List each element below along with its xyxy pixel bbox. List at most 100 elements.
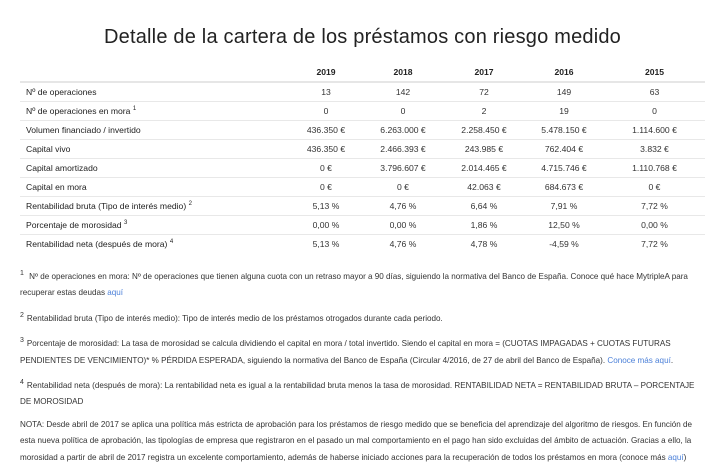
table-cell: 762.404 €: [524, 139, 604, 159]
footnote-ref: 1: [132, 106, 137, 112]
portfolio-table: 2019 2018 2017 2016 2015 Nº de operaciones 13…: [20, 62, 705, 253]
table-cell: 3.832 €: [604, 139, 705, 159]
table-cell: 684.673 €: [524, 177, 604, 197]
row-label-text: Rentabilidad neta (después de mora): [26, 239, 168, 249]
table-cell: 0 €: [362, 177, 444, 197]
table-cell: 5.478.150 €: [524, 120, 604, 140]
table-cell: 4.715.746 €: [524, 158, 604, 178]
row-label: Capital amortizado: [20, 158, 290, 178]
table-cell: 2.466.393 €: [362, 139, 444, 159]
table-cell: 1.110.768 €: [604, 158, 705, 178]
footnotes: 1 Nº de operaciones en mora: Nº de opera…: [20, 266, 705, 472]
year-header: 2017: [444, 62, 524, 83]
row-label-text: Capital en mora: [26, 182, 87, 192]
table-row: Nº de operaciones en mora 1 0 0 2 19 0: [20, 101, 705, 121]
table-cell: 2: [444, 101, 524, 121]
table-cell: 436.350 €: [290, 120, 362, 140]
table-cell: 436.350 €: [290, 139, 362, 159]
footnote-1: 1 Nº de operaciones en mora: Nº de opera…: [20, 266, 705, 302]
table-cell: 0: [290, 101, 362, 121]
note-link[interactable]: aquí: [667, 452, 684, 462]
row-label: Porcentaje de morosidad 3: [20, 215, 290, 235]
table-header-row: 2019 2018 2017 2016 2015: [20, 62, 705, 83]
table-cell: 63: [604, 82, 705, 102]
footnote-ref: 2: [188, 201, 192, 207]
table-cell: 1,86 %: [444, 215, 524, 235]
table-cell: 72: [444, 82, 524, 102]
table-cell: 13: [290, 82, 362, 102]
table-row: Capital amortizado 0 €3.796.607 €2.014.46…: [20, 158, 705, 178]
row-label: Capital en mora: [20, 177, 290, 197]
table-row: Nº de operaciones 13 142 72 149 63: [20, 82, 705, 102]
note: NOTA: Desde abril de 2017 se aplica una …: [20, 417, 705, 466]
row-label-text: Nº de operaciones: [26, 87, 97, 97]
footnote-text-end: .: [670, 355, 674, 365]
page-title: Detalle de la cartera de los préstamos c…: [103, 26, 622, 48]
year-header: 2018: [362, 62, 444, 83]
table-cell: 0,00 %: [604, 215, 705, 235]
table-cell: 0: [362, 101, 444, 121]
table-cell: 3.796.607 €: [362, 158, 444, 178]
footnote-marker: 2: [20, 311, 24, 319]
table-cell: 0,00 %: [362, 215, 444, 235]
table-cell: 4,76 %: [362, 196, 444, 216]
row-label-text: Capital amortizado: [26, 163, 98, 173]
table-row: Porcentaje de morosidad 3 0,00 % 0,00 % 1,8…: [20, 215, 705, 235]
year-header: 2015: [604, 62, 705, 83]
row-label: Nº de operaciones: [20, 82, 290, 102]
footnote-text: Rentabilidad neta (después de mora): La …: [20, 381, 695, 407]
table-row: Volumen financiado / invertido 436.350 €6…: [20, 120, 705, 140]
footnote-marker: 4: [20, 379, 24, 387]
row-label: Rentabilidad neta (después de mora) 4: [20, 235, 290, 254]
footnote-3: 3 Porcentaje de morosidad: La tasa de mor…: [20, 333, 705, 369]
table-cell: 12,50 %: [524, 215, 604, 235]
footnote-4: 4 Rentabilidad neta (después de mora): La…: [20, 375, 705, 411]
table-cell: 2.014.465 €: [444, 158, 524, 178]
row-label: Capital vivo: [20, 139, 290, 159]
footnote-text: Nº de operaciones en mora: Nº de operaci…: [20, 272, 688, 298]
row-label: Nº de operaciones en mora 1: [20, 101, 290, 121]
table-cell: 5,13 %: [312, 239, 340, 249]
row-label-text: Porcentaje de morosidad: [26, 220, 122, 230]
row-label-text: Rentabilidad bruta (Tipo de interés medi…: [26, 201, 187, 211]
footnote-3-link[interactable]: Conoce más aquí: [607, 355, 671, 365]
table-cell: 0: [604, 101, 705, 121]
footnote-marker: 3: [20, 337, 24, 345]
footnote-ref: 3: [123, 220, 128, 226]
table-cell: 142: [362, 82, 444, 102]
footnote-2: 2 Rentabilidad bruta (Tipo de interés med…: [20, 308, 705, 327]
header-empty: [20, 62, 290, 83]
note-text-end: ): [683, 452, 687, 462]
year-header: 2019: [290, 62, 362, 83]
table-cell: 243.985 €: [444, 139, 524, 159]
row-label: Rentabilidad bruta (Tipo de interés medi…: [20, 196, 290, 216]
row-label-text: Volumen financiado / invertido: [26, 125, 141, 135]
year-header: 2016: [524, 62, 604, 83]
table-cell: 5,13 %: [290, 196, 362, 216]
table-row: Capital en mora 0 €0 €42.063 €684.673 €0 …: [20, 177, 705, 197]
table-cell: 0,00 %: [290, 215, 362, 235]
footnote-ref: 4: [169, 239, 174, 245]
table-cell: 42.063 €: [444, 177, 524, 197]
table-cell: 6,64 %: [444, 196, 524, 216]
table-cell: 19: [524, 101, 604, 121]
table-cell: 7,72 %: [604, 196, 705, 216]
row-label-text: Nº de operaciones en mora: [26, 106, 131, 116]
footnote-text: Rentabilidad bruta (Tipo de interés medi…: [26, 313, 443, 323]
footnote-1-link[interactable]: aquí: [107, 288, 124, 298]
table-cell: 149: [524, 82, 604, 102]
table-cell: 4,78 %: [470, 239, 498, 249]
table-cell: 6.263.000 €: [362, 120, 444, 140]
table-cell: 2.258.450 €: [444, 120, 524, 140]
footnote-marker: 1: [20, 270, 24, 277]
table-cell: 7,72 %: [641, 239, 668, 249]
table-row: Rentabilidad bruta (Tipo de interés medi…: [20, 196, 705, 216]
table-cell: 7,91 %: [524, 196, 604, 216]
table-cell: 4,76 %: [389, 239, 417, 249]
row-label-text: Capital vivo: [26, 144, 71, 154]
table-row: Capital vivo 436.350 €2.466.393 €243.985 …: [20, 139, 705, 159]
table-cell: 0 €: [290, 158, 362, 178]
row-label: Volumen financiado / invertido: [20, 120, 290, 140]
table-cell: 0 €: [290, 177, 362, 197]
table-cell: -4,59 %: [549, 239, 579, 249]
